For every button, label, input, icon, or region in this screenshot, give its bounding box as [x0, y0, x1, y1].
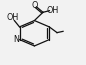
- Text: N: N: [13, 35, 19, 44]
- Text: OH: OH: [47, 6, 59, 15]
- Text: OH: OH: [6, 13, 18, 22]
- Text: O: O: [31, 1, 38, 10]
